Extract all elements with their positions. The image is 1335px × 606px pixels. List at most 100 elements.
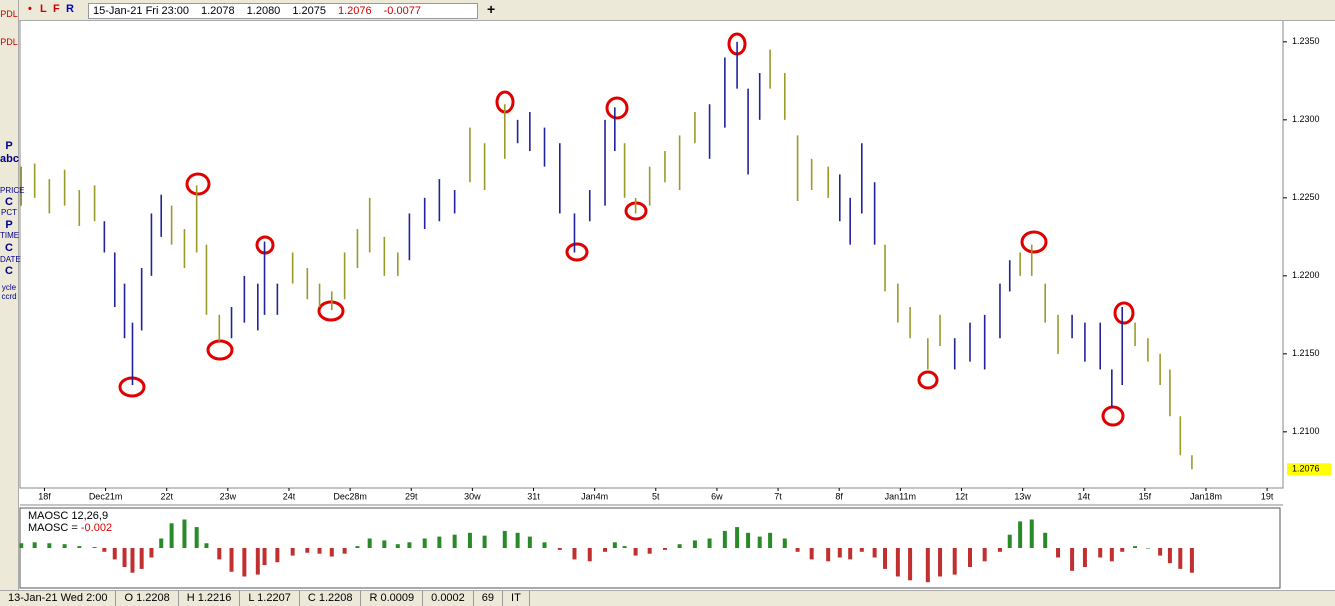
oscillator-bar [62,544,67,548]
x-tick-label: Jan4m [581,491,608,501]
x-tick-label: 31t [527,491,540,501]
oscillator-bar [782,538,787,548]
oscillator-bar [572,548,577,560]
y-tick-label: 1.2350 [1292,36,1320,46]
oscillator-bar [1133,546,1138,548]
tool-label[interactable]: PCT [1,208,17,217]
annotation-circle [917,370,939,390]
oscillator-bar [908,548,913,581]
flag-f[interactable]: F [53,3,60,15]
x-tick-label: 19t [1261,491,1274,501]
annotation-circle [1113,301,1135,325]
oscillator-bar [837,548,842,558]
oscillator-bar [1056,548,1061,558]
oscillator-bar [809,548,814,560]
oscillator-bar [275,548,280,563]
oscillator-bar [612,542,617,548]
oscillator-bar [382,540,387,548]
status-item: 13-Jan-21 Wed 2:00 [0,591,117,606]
tool-label[interactable]: PDL [0,9,18,19]
quote-close: 1.2076 [337,5,372,17]
tool-label[interactable]: C [5,265,13,277]
tool-label[interactable]: C [5,242,13,254]
x-tick-label: 29t [405,491,418,501]
tool-label[interactable]: abc [0,153,19,165]
quote-change: -0.0077 [383,5,421,17]
oscillator-bar [1043,532,1048,548]
flag-r[interactable]: R [66,3,74,15]
oscillator-bar [1029,519,1034,548]
x-tick-label: 12t [955,491,968,501]
tool-label[interactable]: ccrd [1,292,17,301]
x-tick-label: Dec21m [89,491,123,501]
tool-label[interactable]: P [5,219,13,231]
y-tick-label: 1.2250 [1292,192,1320,202]
tool-label[interactable]: PDL [0,37,18,47]
oscillator-bar [1109,548,1114,562]
chart: MAOSC 12,26,9 MAOSC = -0.002 1.2350 1.230… [19,19,1331,589]
annotation-circle [185,172,211,196]
oscillator-bar [242,548,247,577]
flag-l[interactable]: L [40,3,47,15]
annotation-circle [1020,230,1048,254]
oscillator-bar [407,542,412,548]
oscillator-bar [925,548,930,583]
oscillator-bar [647,548,652,554]
oscillator-bar [122,548,127,567]
oscillator-bar [746,532,751,548]
x-tick-label: 7t [774,491,782,501]
oscillator-bar [437,536,442,548]
add-button[interactable]: + [487,1,496,17]
bullet: • [28,3,32,15]
oscillator-bar [587,548,592,562]
annotation-circle [605,96,629,120]
oscillator-bar [395,544,400,548]
tool-label[interactable]: P [5,140,13,152]
annotations [118,32,1135,427]
tool-label[interactable]: ycle [1,283,17,292]
x-tick-label: 18f [38,491,51,501]
oscillator-bar [968,548,973,567]
oscillator-bar [229,548,234,572]
oscillator-bar [557,548,562,550]
oscillator-bar [255,548,260,575]
oscillator-bar [938,548,943,577]
oscillator-bar [317,548,322,554]
oscillator-bar [982,548,987,562]
oscillator-bar [217,548,222,560]
oscillator-bar [1145,548,1150,549]
status-bar: 13-Jan-21 Wed 2:00 O 1.2208 H 1.2216 L 1.22… [0,590,1335,606]
oscillator-bar [895,548,900,577]
oscillator-bar [502,530,507,548]
oscillator-title: MAOSC 12,26,9 [28,510,108,522]
oscillator-bar [367,538,372,548]
y-tick-label: 1.2200 [1292,270,1320,280]
oscillator-bar [130,548,135,573]
oscillator-bar [677,544,682,548]
oscillator-bar [182,519,187,548]
x-tick-label: Jan11m [885,491,916,501]
tool-label[interactable]: PRICE [0,186,25,195]
last-price-label: 1.2076 [1292,464,1320,474]
oscillator-bar [1007,534,1012,548]
oscillator-bar [1082,548,1087,567]
quote-low: 1.2075 [292,5,326,17]
oscillator-bar [872,548,877,558]
oscillator-bar [757,536,762,548]
oscillator-bar [92,547,97,548]
tool-label[interactable]: C [5,196,13,208]
oscillator-bar [848,548,853,560]
oscillator-bar [422,538,427,548]
oscillator-bar [883,548,888,569]
oscillator-bar [1167,548,1172,564]
oscillator-bar [467,532,472,548]
tool-label[interactable]: TIME [0,231,20,240]
tool-label[interactable]: DATE [0,255,21,264]
oscillator-bar [342,548,347,554]
x-tick-label: 24t [283,491,296,501]
y-tick-label: 1.2100 [1292,426,1320,436]
oscillator-bar [204,543,209,548]
oscillator-bar [1120,548,1125,552]
oscillator-bar [603,548,608,552]
